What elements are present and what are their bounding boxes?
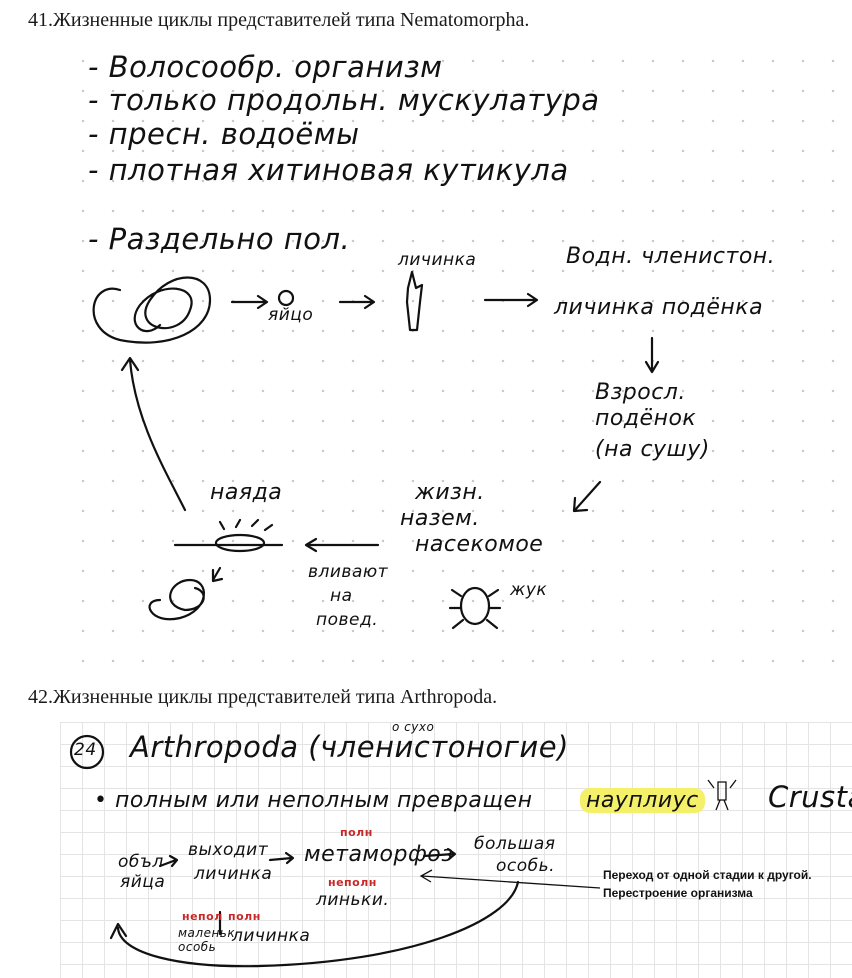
flow-incomplete-red: неполн: [328, 876, 377, 889]
flow-larva-2: личинка: [232, 926, 311, 946]
section-number: 24: [74, 740, 97, 760]
nematomorpha-notes-image: - Волосообр. организм - только продольн.…: [60, 40, 852, 670]
flow-small-1: маленьк: [178, 926, 236, 940]
flow-full-red-2: полн: [228, 910, 261, 923]
label-adult-2: подёнок: [595, 406, 697, 431]
flow-exit-2: личинка: [194, 864, 273, 884]
arthropoda-sketch-lines: [69, 734, 737, 968]
metamorphosis-line: • полным или неполным превращен: [94, 788, 533, 813]
arthropoda-header: Arthropoda (членистоногие): [130, 730, 569, 764]
label-pushes-3: повед.: [316, 610, 379, 630]
label-insect-3: насекомое: [415, 532, 544, 557]
annotation-rebuild: Перестроение организма: [603, 886, 753, 900]
nauplius-highlight: науплиус: [580, 788, 705, 813]
label-host: Водн. членистон.: [566, 244, 776, 269]
nematomorpha-sketch-lines: [92, 270, 660, 630]
note-line-4: - плотная хитиновая кутикула: [88, 153, 569, 187]
label-adult-1: Взросл.: [595, 380, 686, 405]
flow-egg-2: яйца: [120, 872, 166, 892]
label-insect-1: жизн.: [415, 480, 485, 505]
arthropoda-notes-image: 24 Arthropoda (членистоногие) о сухо • п…: [60, 722, 852, 978]
section-41-title: 41.Жизненные циклы представителей типа N…: [28, 9, 530, 31]
label-adult-3: (на сушу): [595, 437, 710, 462]
label-pushes-1: вливают: [308, 562, 389, 582]
note-line-5: - Раздельно пол.: [88, 222, 351, 256]
label-egg: яйцо: [268, 305, 314, 325]
flow-big-1: большая: [474, 834, 556, 854]
flow-full-red: полн: [340, 826, 373, 839]
flow-incomplete-red-2: непол: [182, 910, 223, 923]
crustacea-label: Crusta: [768, 780, 852, 814]
flow-molts: линьки.: [316, 890, 390, 910]
note-line-2: - только продольн. мускулатура: [88, 83, 600, 117]
annotation-transition: Переход от одной стадии к другой.: [603, 868, 812, 882]
header-small-note: о сухо: [392, 722, 435, 734]
section-42-title: 42.Жизненные циклы представителей типа A…: [28, 686, 498, 708]
label-insect-2: назем.: [400, 506, 480, 531]
flow-big-2: особь.: [496, 856, 556, 876]
note-line-1: - Волосообр. организм: [88, 50, 443, 84]
label-host-larva: личинка подёнка: [554, 295, 764, 320]
note-line-3: - пресн. водоёмы: [88, 117, 360, 151]
label-larva: личинка: [398, 250, 477, 270]
flow-metamorphosis: метаморфоз: [304, 842, 454, 867]
flow-egg-1: объл: [118, 852, 164, 872]
flow-small-2: особь: [178, 940, 217, 954]
label-pushes-2: на: [330, 586, 353, 606]
label-beetle: жук: [510, 580, 548, 600]
flow-exit-1: выходит: [188, 840, 269, 860]
label-naiad: наяда: [210, 480, 283, 505]
